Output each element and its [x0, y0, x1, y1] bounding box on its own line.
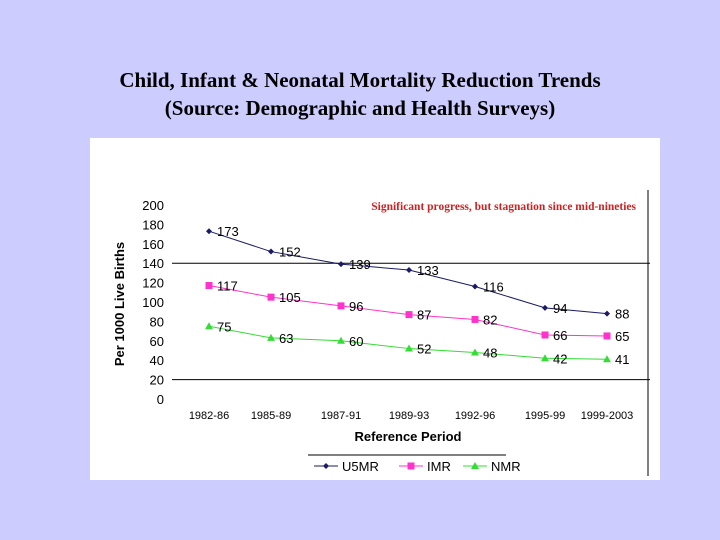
x-tick-label: 1989-93 [389, 410, 429, 422]
legend-label: NMR [491, 459, 521, 474]
x-tick-label: 1992-96 [455, 410, 495, 422]
data-label: 66 [553, 328, 567, 343]
y-tick-label: 140 [142, 256, 164, 271]
data-point [603, 355, 611, 363]
data-label: 173 [217, 224, 239, 239]
data-point [471, 315, 479, 323]
y-tick-label: 100 [142, 295, 164, 310]
data-point [405, 311, 413, 319]
series-nmr: 75 63 60 52 48 42 41 [205, 319, 629, 367]
data-label: 63 [279, 331, 293, 346]
data-point [338, 261, 344, 268]
y-tick-label: 0 [157, 392, 164, 407]
data-point [407, 462, 415, 470]
y-tick-label: 160 [142, 237, 164, 252]
data-point [267, 333, 275, 341]
x-tick-label: 1982-86 [189, 410, 229, 422]
title-line-1: Child, Infant & Neonatal Mortality Reduc… [119, 68, 601, 92]
data-label: 88 [615, 307, 629, 322]
data-point [205, 322, 213, 330]
series-u5mr: 173 152 139 133 116 94 88 [206, 224, 629, 322]
data-point [267, 293, 275, 301]
data-label: 133 [417, 263, 439, 278]
data-point [268, 248, 274, 255]
data-label: 117 [217, 279, 238, 294]
data-point [472, 283, 478, 290]
data-label: 94 [553, 301, 567, 316]
y-tick-label: 80 [150, 314, 164, 329]
data-label: 42 [553, 351, 567, 366]
data-point [337, 336, 345, 344]
legend-item-u5mr: U5MR [314, 459, 379, 474]
chart-background [90, 138, 660, 480]
data-point [542, 304, 548, 311]
legend-item-imr: IMR [399, 459, 451, 474]
data-label: 75 [217, 319, 231, 334]
data-point [541, 354, 549, 362]
x-tick-label: 1999-2003 [581, 410, 634, 422]
data-label: 96 [349, 299, 363, 314]
y-tick-label: 200 [142, 198, 164, 213]
legend-label: IMR [427, 459, 451, 474]
data-label: 87 [417, 308, 431, 323]
x-tick-label: 1995-99 [525, 410, 565, 422]
data-point [471, 348, 479, 356]
data-point [541, 331, 549, 339]
x-tick-label: 1987-91 [321, 410, 361, 422]
data-point [206, 228, 212, 235]
legend-label: U5MR [342, 459, 379, 474]
legend-item-nmr: NMR [463, 459, 521, 474]
data-label: 65 [615, 329, 629, 344]
x-axis-label: Reference Period [355, 429, 462, 444]
data-point [604, 310, 610, 317]
data-point [406, 266, 412, 273]
slide-title: Child, Infant & Neonatal Mortality Reduc… [0, 66, 720, 122]
data-point [323, 463, 329, 469]
chart-annotation: Significant progress, but stagnation sin… [371, 201, 636, 213]
data-label: 41 [615, 352, 629, 367]
title-line-2: (Source: Demographic and Health Surveys) [164, 96, 556, 120]
data-label: 48 [483, 345, 497, 360]
data-point [603, 332, 611, 340]
x-tick-label: 1985-89 [251, 410, 291, 422]
data-label: 152 [279, 245, 301, 260]
y-tick-label: 180 [142, 217, 164, 232]
data-point [337, 302, 345, 310]
data-label: 105 [279, 290, 301, 305]
y-tick-label: 60 [150, 334, 164, 349]
data-label: 60 [349, 334, 363, 349]
y-tick-label: 40 [150, 353, 164, 368]
y-tick-label: 20 [150, 373, 164, 388]
data-label: 139 [349, 257, 371, 272]
data-point [405, 344, 413, 352]
data-label: 52 [417, 342, 431, 357]
data-point [205, 282, 213, 290]
legend: U5MR IMR NMR [314, 459, 521, 474]
series-imr: 117 105 96 87 82 66 65 [205, 279, 629, 344]
data-label: 116 [483, 279, 504, 294]
data-label: 82 [483, 312, 497, 327]
y-tick-label: 120 [142, 276, 164, 291]
data-point [471, 462, 479, 469]
y-axis-label: Per 1000 Live Births [112, 242, 127, 366]
